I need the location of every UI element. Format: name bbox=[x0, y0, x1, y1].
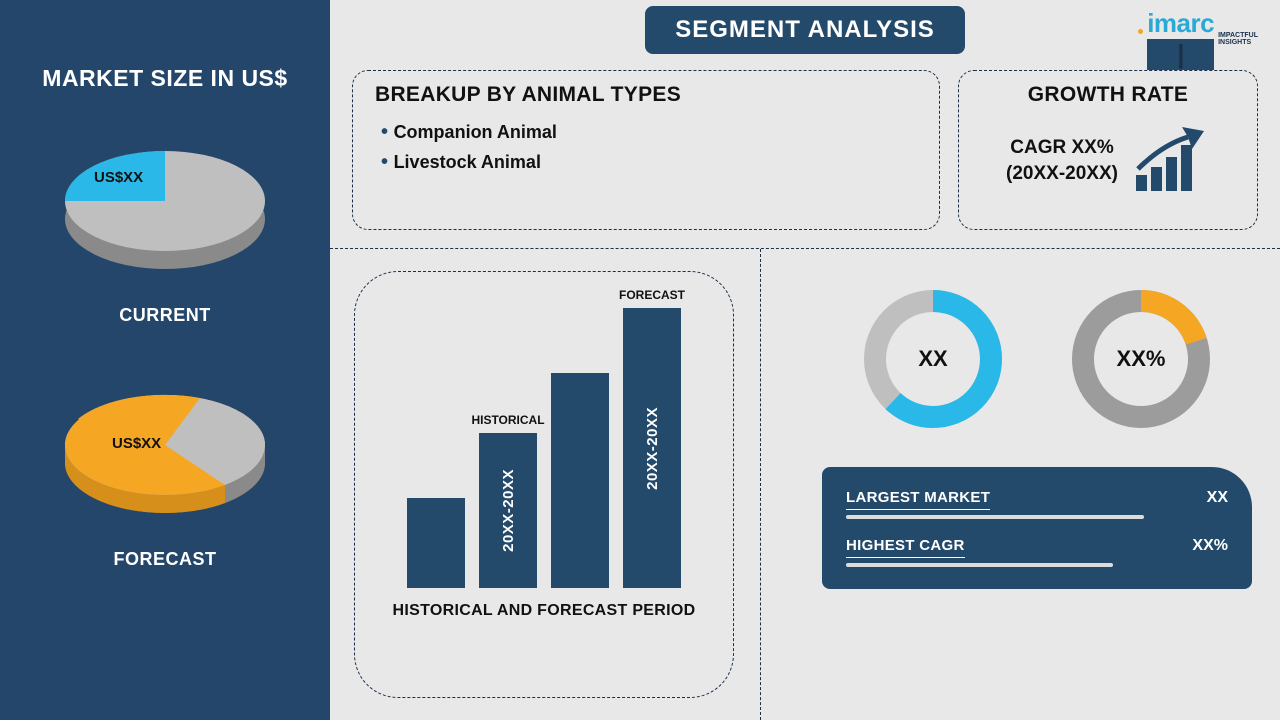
historical-forecast-box: HISTORICAL 20XX-20XX FORECAST 20XX-20XX … bbox=[354, 271, 734, 698]
donut-2-value: XX% bbox=[1117, 346, 1166, 372]
growth-content: CAGR XX% (20XX-20XX) bbox=[1006, 127, 1210, 195]
growth-title: GROWTH RATE bbox=[1028, 83, 1188, 107]
info-label-largest: LARGEST MARKET bbox=[846, 489, 990, 510]
pie-current: US$XX CURRENT bbox=[50, 127, 280, 326]
bar-chart: HISTORICAL 20XX-20XX FORECAST 20XX-20XX bbox=[407, 298, 681, 588]
logo-text: imarc| bbox=[1147, 8, 1214, 70]
header-row: SEGMENT ANALYSIS imarc| IMPACTFUL INSIGH… bbox=[330, 0, 1280, 60]
metrics-panel: XX XX% LARGEST MARKET XX bbox=[794, 249, 1280, 720]
pie-forecast-caption: FORECAST bbox=[114, 549, 217, 570]
breakup-item: Livestock Animal bbox=[381, 147, 917, 177]
donut-1: XX bbox=[853, 279, 1013, 439]
divider-vertical bbox=[760, 249, 761, 720]
bottom-row: HISTORICAL 20XX-20XX FORECAST 20XX-20XX … bbox=[330, 249, 1280, 720]
info-bar-largest bbox=[846, 515, 1144, 519]
breakup-list: Companion Animal Livestock Animal bbox=[375, 117, 917, 177]
pie-forecast-svg bbox=[50, 371, 280, 531]
pie-current-label: US$XX bbox=[94, 169, 143, 186]
donut-2: XX% bbox=[1061, 279, 1221, 439]
bar-2: HISTORICAL 20XX-20XX bbox=[479, 433, 537, 588]
breakup-title: BREAKUP BY ANIMAL TYPES bbox=[375, 83, 917, 107]
logo-subtext: IMPACTFUL INSIGHTS bbox=[1218, 32, 1258, 46]
breakup-item: Companion Animal bbox=[381, 117, 917, 147]
donut-1-value: XX bbox=[918, 346, 947, 372]
bar-1 bbox=[407, 498, 465, 588]
info-row-cagr: HIGHEST CAGR XX% bbox=[846, 537, 1228, 567]
growth-box: GROWTH RATE CAGR XX% (20XX-20XX) bbox=[958, 70, 1258, 230]
info-value-cagr: XX% bbox=[1192, 537, 1228, 555]
logo-dot-icon bbox=[1138, 29, 1143, 34]
pie-current-svg bbox=[50, 127, 280, 287]
bar-4-label: FORECAST bbox=[619, 288, 685, 302]
bar-4-period: 20XX-20XX bbox=[644, 407, 661, 490]
right-panel: SEGMENT ANALYSIS imarc| IMPACTFUL INSIGH… bbox=[330, 0, 1280, 720]
page-title: SEGMENT ANALYSIS bbox=[645, 6, 965, 54]
breakup-box: BREAKUP BY ANIMAL TYPES Companion Animal… bbox=[352, 70, 940, 230]
info-bar-cagr bbox=[846, 563, 1113, 567]
info-row-largest: LARGEST MARKET XX bbox=[846, 489, 1228, 519]
top-row: BREAKUP BY ANIMAL TYPES Companion Animal… bbox=[330, 60, 1280, 230]
growth-arrow-icon bbox=[1132, 127, 1210, 195]
growth-text: CAGR XX% (20XX-20XX) bbox=[1006, 135, 1118, 186]
bar-4: FORECAST 20XX-20XX bbox=[623, 308, 681, 588]
hist-caption: HISTORICAL AND FORECAST PERIOD bbox=[393, 602, 696, 620]
market-size-title: MARKET SIZE IN US$ bbox=[42, 65, 287, 92]
bar-2-label: HISTORICAL bbox=[471, 413, 544, 427]
donuts-row: XX XX% bbox=[822, 279, 1252, 439]
bar-3 bbox=[551, 373, 609, 588]
bar-2-period: 20XX-20XX bbox=[500, 469, 517, 552]
info-label-cagr: HIGHEST CAGR bbox=[846, 537, 965, 558]
info-value-largest: XX bbox=[1207, 489, 1228, 507]
market-size-panel: MARKET SIZE IN US$ US$XX CURRENT bbox=[0, 0, 330, 720]
pie-forecast-label: US$XX bbox=[112, 435, 161, 452]
pie-current-caption: CURRENT bbox=[119, 305, 211, 326]
info-panel: LARGEST MARKET XX HIGHEST CAGR XX% bbox=[822, 467, 1252, 589]
logo: imarc| IMPACTFUL INSIGHTS bbox=[1138, 8, 1258, 70]
pie-forecast: US$XX FORECAST bbox=[50, 371, 280, 570]
